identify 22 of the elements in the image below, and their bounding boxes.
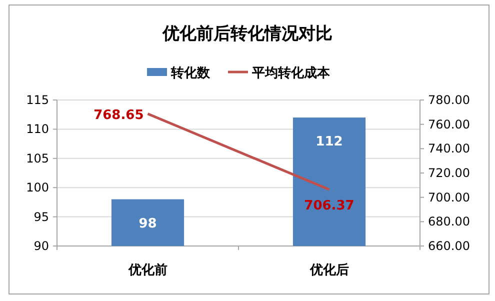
y-tick-label: 105	[26, 151, 49, 166]
legend-label: 平均转化成本	[251, 66, 331, 81]
y2-tick-label: 660.00	[428, 239, 470, 253]
y-tick-label: 115	[26, 93, 49, 107]
x-tick-label: 优化后	[308, 262, 349, 278]
x-tick-label: 优化前	[127, 263, 168, 278]
y-tick-label: 100	[26, 180, 49, 195]
y2-tick-label: 740.00	[428, 142, 470, 156]
data-label: 768.65	[94, 108, 144, 123]
y-tick-label: 110	[26, 122, 49, 136]
y2-tick-label: 680.00	[428, 214, 470, 229]
y2-tick-label: 760.00	[428, 117, 470, 132]
legend-label: 转化数	[170, 66, 211, 81]
data-label: 706.37	[304, 198, 354, 214]
y2-tick-label: 720.00	[428, 166, 470, 180]
chart-title: 优化前后转化情况对比	[162, 24, 332, 44]
y-tick-label: 95	[34, 210, 49, 224]
data-label: 98	[138, 216, 157, 232]
y2-tick-label: 700.00	[428, 190, 470, 204]
y-tick-label: 90	[34, 239, 49, 253]
data-label: 112	[316, 134, 343, 150]
y2-tick-label: 780.00	[428, 93, 470, 107]
